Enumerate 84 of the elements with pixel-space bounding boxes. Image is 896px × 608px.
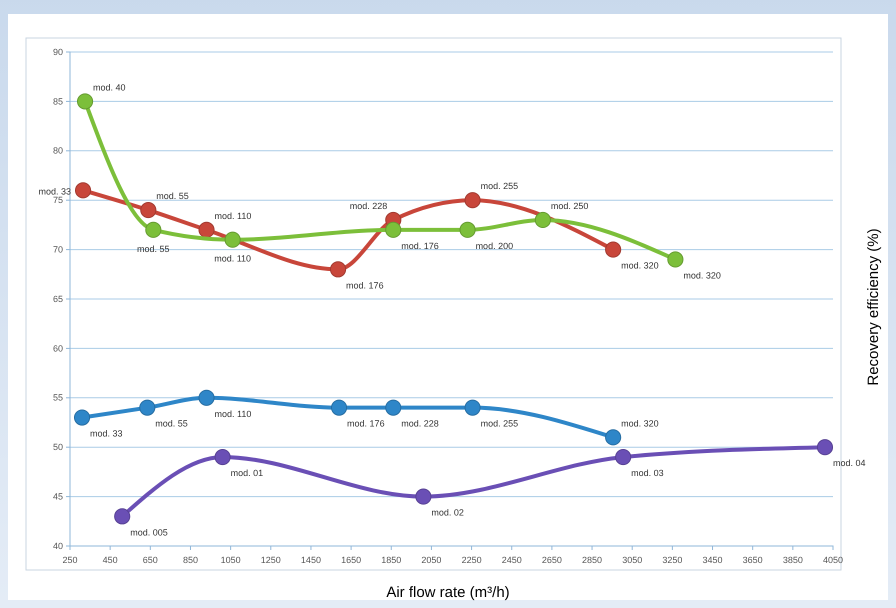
point	[667, 251, 684, 268]
x-tick-label: 3650	[742, 554, 763, 565]
point	[385, 222, 402, 238]
point	[76, 93, 94, 110]
annotation: mod. 33	[38, 186, 72, 196]
point	[198, 390, 215, 406]
y-tick-label: 85	[52, 96, 63, 106]
annotation: mod. 110	[214, 408, 252, 419]
y-axis-title: Recovery efficiency (%)	[865, 228, 882, 386]
annotation: mod. 04	[832, 458, 866, 468]
point	[816, 439, 834, 456]
point	[139, 400, 156, 416]
point	[330, 261, 346, 278]
annotation: mod. 33	[90, 428, 123, 439]
x-tick-label: 4050	[822, 554, 844, 565]
point	[198, 222, 215, 238]
y-tick-label: 50	[52, 442, 63, 452]
y-tick-label: 75	[52, 195, 63, 206]
point	[74, 182, 92, 198]
x-tick-label: 3250	[662, 554, 682, 565]
point	[385, 400, 402, 416]
annotation: mod. 01	[230, 468, 264, 478]
x-tick-label: 1850	[381, 554, 402, 565]
point	[224, 232, 241, 248]
annotation: mod. 200	[476, 240, 514, 251]
x-tick-label: 3850	[782, 554, 803, 565]
annotation: mod. 02	[431, 508, 464, 518]
annotation: mod. 55	[156, 191, 189, 202]
y-tick-label: 65	[52, 294, 63, 304]
point	[605, 242, 622, 258]
annotation: mod. 55	[137, 244, 170, 254]
annotation: mod. 55	[155, 418, 188, 429]
point	[74, 410, 90, 426]
x-tick-label: 1250	[260, 554, 281, 565]
annotation: mod. 176	[346, 280, 384, 290]
point	[459, 222, 476, 238]
annotation: mod. 320	[621, 418, 659, 428]
annotation: mod. 110	[214, 254, 252, 264]
point	[330, 400, 348, 416]
x-tick-label: 2450	[502, 554, 522, 565]
x-axis-title: Air flow rate (m³/h)	[386, 584, 510, 601]
y-tick-label: 55	[52, 392, 63, 403]
x-tick-label: 650	[142, 554, 158, 565]
y-tick-label: 80	[52, 146, 63, 156]
annotation: mod. 110	[214, 210, 252, 221]
point	[145, 222, 162, 238]
x-tick-label: 3050	[622, 554, 642, 565]
annotation: mod. 255	[480, 181, 518, 192]
x-tick-label: 250	[62, 554, 78, 565]
x-tick-label: 2850	[582, 554, 602, 565]
y-tick-label: 40	[52, 540, 63, 551]
point	[140, 202, 156, 218]
point	[415, 488, 432, 505]
annotation: mod. 228	[350, 200, 388, 211]
annotation: mod. 228	[401, 418, 439, 429]
annotation: mod. 03	[631, 468, 664, 478]
annotation: mod. 255	[480, 418, 518, 429]
point	[615, 449, 632, 466]
annotation: mod. 40	[93, 82, 126, 92]
y-tick-label: 90	[52, 46, 63, 57]
annotation: mod. 176	[347, 418, 385, 429]
x-tick-label: 1650	[341, 554, 362, 565]
point	[114, 508, 130, 524]
y-tick-label: 60	[52, 343, 63, 354]
annotation: mod. 250	[550, 200, 588, 211]
point	[534, 212, 551, 228]
x-tick-label: 3450	[702, 554, 723, 565]
annotation: mod. 320	[683, 270, 721, 280]
point	[605, 429, 622, 446]
y-tick-label: 45	[52, 491, 63, 502]
x-tick-label: 2250	[462, 554, 482, 565]
x-tick-label: 1450	[300, 554, 321, 565]
point	[464, 400, 481, 416]
annotation: mod. 176	[401, 240, 439, 251]
point	[214, 449, 231, 466]
x-tick-label: 1050	[220, 554, 241, 565]
x-tick-label: 450	[102, 554, 118, 565]
y-tick-label: 70	[52, 244, 63, 254]
point	[464, 192, 481, 208]
annotation: mod. 005	[130, 527, 168, 538]
x-tick-label: 850	[182, 554, 198, 565]
annotation: mod. 320	[621, 260, 659, 271]
x-tick-label: 2650	[542, 554, 562, 565]
x-tick-label: 2050	[421, 554, 442, 565]
